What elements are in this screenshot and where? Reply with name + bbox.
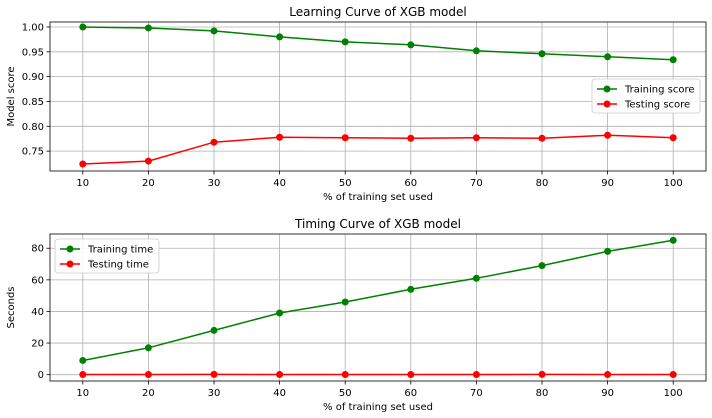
chart0-series-0-point <box>407 41 415 49</box>
chart1-xtick-label: 10 <box>76 388 89 399</box>
chart1-series-0-point <box>538 262 546 270</box>
chart1-legend-marker-1 <box>66 260 74 268</box>
chart1-series-1-point <box>604 371 612 379</box>
chart0-legend-marker-0 <box>603 85 611 93</box>
chart1-series-0-point <box>79 356 87 364</box>
chart1-series-1-point <box>276 371 284 379</box>
chart1-series-1-point <box>407 371 415 379</box>
chart1-ytick-label: 60 <box>31 275 44 286</box>
chart0-ytick-label: 1.00 <box>22 22 44 33</box>
chart0-series-1-point <box>407 134 415 142</box>
chart1-xtick-label: 90 <box>601 388 614 399</box>
chart1-series-1-point <box>79 371 87 379</box>
chart0-series-1-point <box>604 131 612 139</box>
chart0-legend-label-0: Training score <box>624 85 695 96</box>
chart0-series-1-point <box>472 134 480 142</box>
chart0-series-1-point <box>210 138 218 146</box>
chart1-series-0-point <box>210 326 218 334</box>
chart1-xtick-label: 100 <box>664 388 683 399</box>
chart1-xlabel: % of training set used <box>323 402 433 413</box>
chart1-ylabel: Seconds <box>6 286 17 328</box>
chart1-series-0-point <box>407 285 415 293</box>
chart0-series-1-point <box>538 134 546 142</box>
chart1-series-0-point <box>144 344 152 352</box>
chart1-series-0-point <box>604 247 612 255</box>
chart1-plot <box>49 233 707 382</box>
chart1-series-0-point <box>472 274 480 282</box>
chart0-legend-marker-1 <box>603 100 611 108</box>
chart1-xtick-label: 50 <box>339 388 352 399</box>
chart1-xtick-label: 60 <box>404 388 417 399</box>
chart0-xtick-label: 80 <box>536 178 549 189</box>
chart1-series-1-point <box>669 371 677 379</box>
chart0-series-0-point <box>276 33 284 41</box>
chart1-series-1-point <box>210 370 218 378</box>
chart1-legend-label-0: Training time <box>87 245 153 256</box>
chart0-ytick-label: 0.75 <box>22 147 44 158</box>
chart1-ytick-label: 40 <box>31 307 44 318</box>
chart1-legend-label-1: Testing time <box>87 260 149 271</box>
chart0-series-1-line <box>82 134 674 165</box>
chart1-series-1-point <box>341 371 349 379</box>
chart0-series-0-line <box>82 26 674 61</box>
chart1-xtick-label: 70 <box>470 388 483 399</box>
chart1-series-0-point <box>276 309 284 317</box>
chart0-frame <box>49 21 707 172</box>
chart0-xtick-label: 100 <box>664 178 683 189</box>
chart0-series-1-point <box>79 160 87 168</box>
chart0-ylabel: Model score <box>6 66 17 126</box>
chart0-series-1-point <box>341 134 349 142</box>
chart0-title: Learning Curve of XGB model <box>289 5 466 19</box>
chart1-xtick-label: 40 <box>273 388 286 399</box>
chart0-legend-box <box>591 78 701 114</box>
chart0-series-0-point <box>144 24 152 32</box>
chart1-series-1-point <box>144 371 152 379</box>
chart1-ytick-label: 20 <box>31 339 44 350</box>
chart1-ytick-label: 80 <box>31 244 44 255</box>
chart0-ytick-label: 0.85 <box>22 97 44 108</box>
chart1-series-0-line <box>82 239 674 362</box>
chart0-xtick-label: 50 <box>339 178 352 189</box>
chart1-series-1-point <box>472 371 480 379</box>
chart0-xtick-label: 30 <box>208 178 221 189</box>
chart0-series-0-point <box>538 50 546 58</box>
chart1-series-1-point <box>538 370 546 378</box>
chart0-xtick-label: 70 <box>470 178 483 189</box>
chart0-ytick-label: 0.90 <box>22 72 44 83</box>
chart0-series-1-point <box>276 133 284 141</box>
chart0-ytick-label: 0.95 <box>22 47 44 58</box>
chart0-ytick-label: 0.80 <box>22 122 44 133</box>
chart0-xtick-label: 20 <box>142 178 155 189</box>
chart0-series-0-point <box>341 38 349 46</box>
chart1-xtick-label: 20 <box>142 388 155 399</box>
chart0-legend-label-1: Testing score <box>624 100 690 111</box>
chart0-xtick-label: 90 <box>601 178 614 189</box>
chart0-series-0-point <box>669 56 677 64</box>
chart1-ytick-label: 0 <box>38 370 44 381</box>
chart0-xtick-label: 60 <box>404 178 417 189</box>
chart0-series-0-point <box>472 47 480 55</box>
chart1-title: Timing Curve of XGB model <box>294 217 461 231</box>
chart0-xlabel: % of training set used <box>323 192 433 203</box>
chart0-xtick-label: 10 <box>76 178 89 189</box>
chart1-frame <box>49 233 707 382</box>
chart0-series-1-point <box>144 157 152 165</box>
chart0-series-0-point <box>604 53 612 61</box>
chart0-series-0-point <box>210 27 218 35</box>
chart1-series-0-point <box>669 236 677 244</box>
chart1-xtick-label: 80 <box>536 388 549 399</box>
chart0-xtick-label: 40 <box>273 178 286 189</box>
chart1-legend-marker-0 <box>66 245 74 253</box>
chart1-legend-box <box>54 238 160 274</box>
chart0-series-0-point <box>79 23 87 31</box>
chart1-series-0-point <box>341 298 349 306</box>
chart0-series-1-point <box>669 134 677 142</box>
chart1-xtick-label: 30 <box>208 388 221 399</box>
